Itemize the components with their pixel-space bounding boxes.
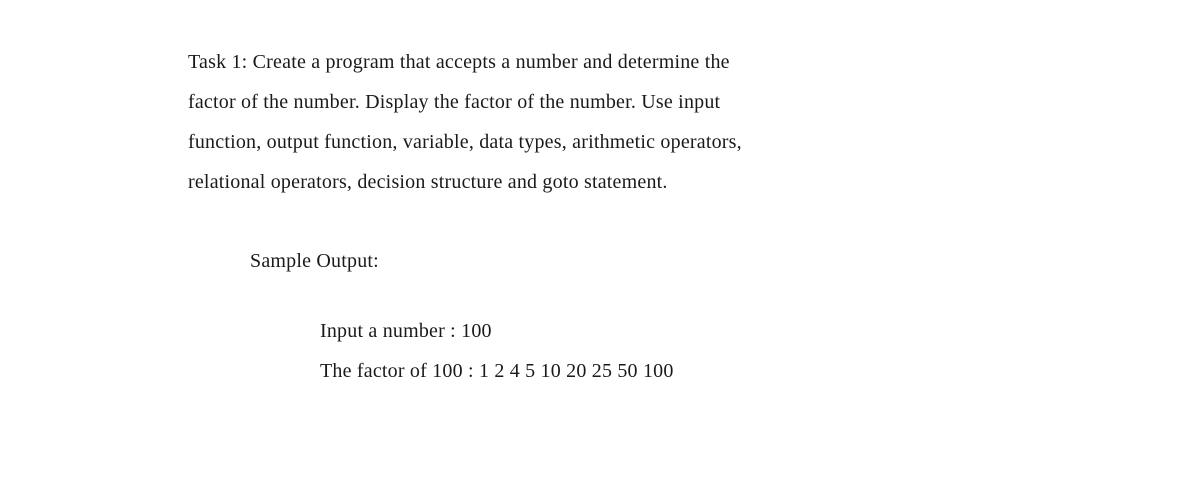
sample-output-block: Input a number : 100 The factor of 100 :… <box>320 311 1012 391</box>
task-line-3: function, output function, variable, dat… <box>188 122 1012 162</box>
sample-output-line: The factor of 100 : 1 2 4 5 10 20 25 50 … <box>320 351 1012 391</box>
sample-output-heading: Sample Output: <box>250 250 1012 273</box>
task-description-block: Task 1: Create a program that accepts a … <box>188 42 1012 202</box>
sample-input-line: Input a number : 100 <box>320 311 1012 351</box>
task-line-4: relational operators, decision structure… <box>188 162 1012 202</box>
task-line-2: factor of the number. Display the factor… <box>188 82 1012 122</box>
task-line-1: Task 1: Create a program that accepts a … <box>188 42 1012 82</box>
